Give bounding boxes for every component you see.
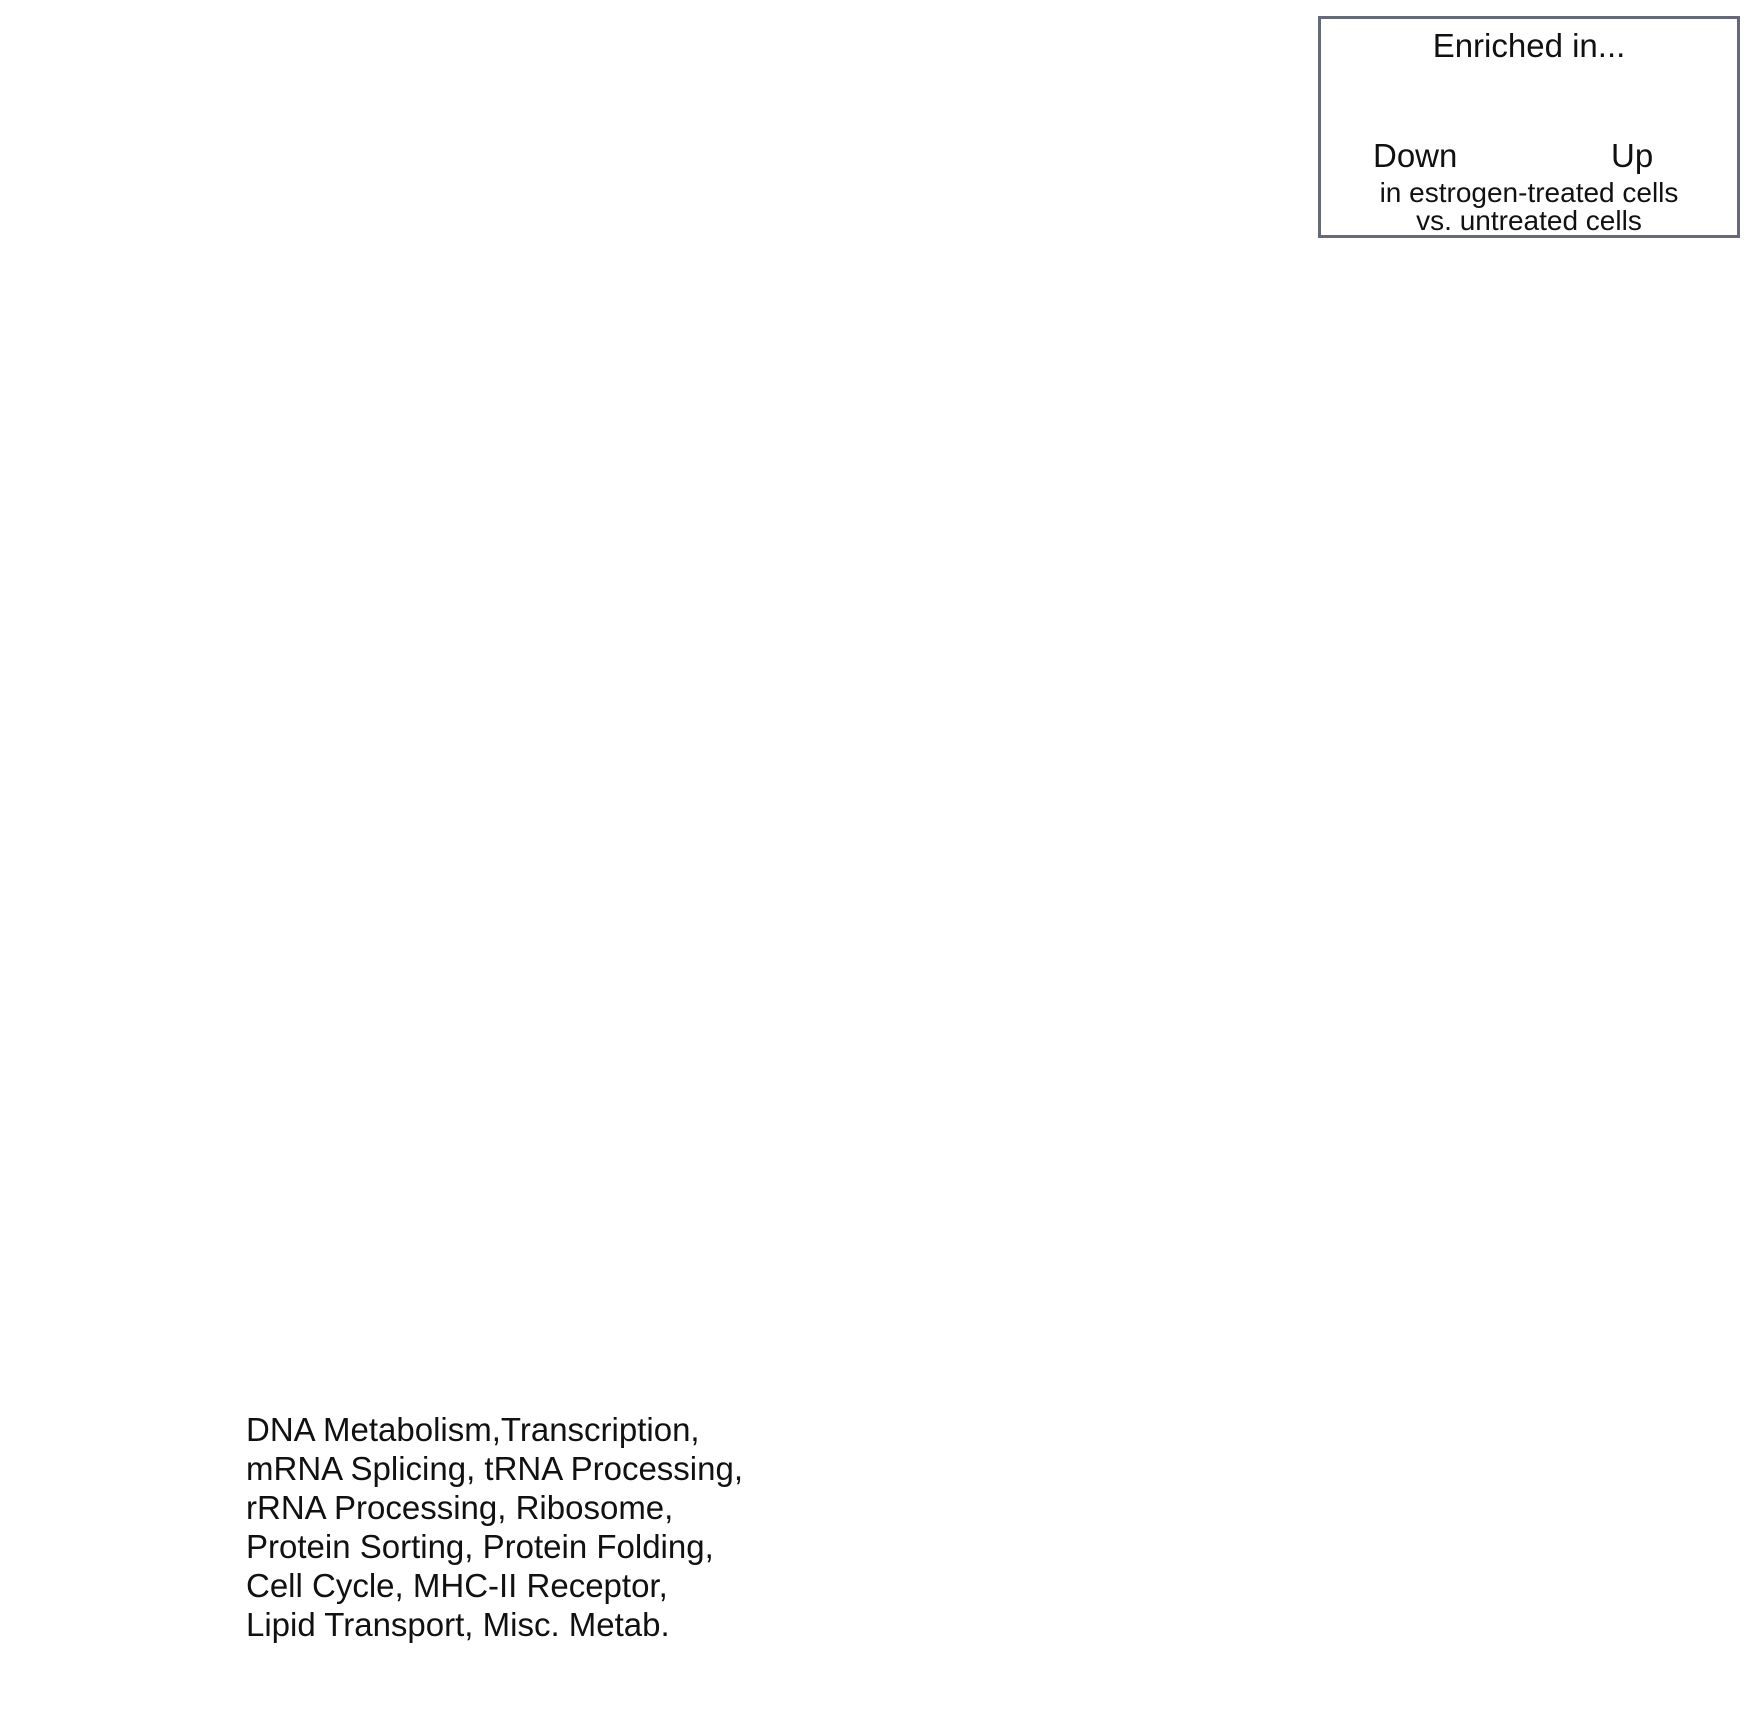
misc-line-3: rRNA Processing, Ribosome, xyxy=(246,1489,674,1526)
misc-line-2: mRNA Splicing, tRNA Processing, xyxy=(246,1450,744,1487)
misc-line-4: Protein Sorting, Protein Folding, xyxy=(246,1528,714,1565)
misc-line-5: Cell Cycle, MHC-II Receptor, xyxy=(246,1567,668,1604)
misc-line-6: Lipid Transport, Misc. Metab. xyxy=(246,1606,670,1643)
legend-up-label: Up xyxy=(1611,137,1654,174)
legend-title: Enriched in... xyxy=(1432,27,1626,64)
legend-gradient-bar xyxy=(1416,77,1642,133)
misc-line-1: DNA Metabolism,Transcription, xyxy=(246,1411,700,1448)
legend-subtitle-1: in estrogen-treated cells xyxy=(1379,177,1679,208)
legend-subtitle-2: vs. untreated cells xyxy=(1416,205,1642,236)
legend-down-label: Down xyxy=(1373,137,1458,174)
legend-box: Enriched in... Down Up in estrogen-treat… xyxy=(1318,16,1740,238)
misc-categories-text: DNA Metabolism,Transcription, mRNA Splic… xyxy=(246,1410,743,1644)
